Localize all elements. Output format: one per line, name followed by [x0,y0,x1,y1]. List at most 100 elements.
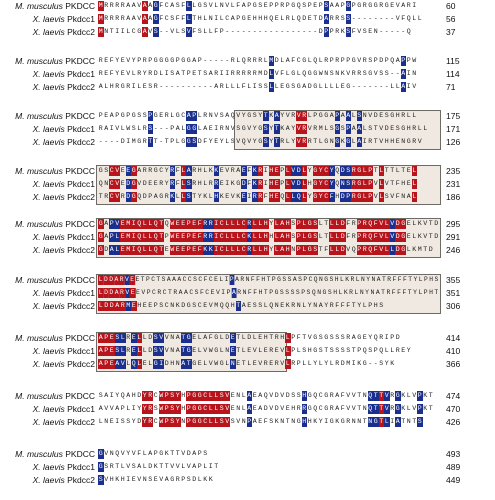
residue: A [175,334,180,341]
residue: A [175,125,180,132]
residue: N [104,28,109,35]
residue: F [280,70,285,77]
residue: N [335,70,340,77]
residue: V [384,180,389,187]
residue: A [142,1,148,11]
residue: P [153,450,158,457]
residue: P [356,245,362,255]
residue: L [384,219,390,229]
residue: A [318,302,323,309]
residue: L [285,138,290,145]
residue: T [313,15,318,22]
residue: A [258,405,263,412]
residue: V [104,405,109,412]
residue: V [280,347,285,354]
residue: C [189,289,194,296]
residue: A [335,2,340,9]
residue: - [164,125,169,132]
residue: I [158,359,164,369]
residue: E [263,347,268,354]
alignment-row: X. laevis Pkdcc2 M N T I I L C G A V S - - V L S V F S L L F P -… [0,26,495,38]
residue: T [158,245,164,255]
residue: Y [307,167,312,174]
residue: T [378,404,384,414]
residue: E [214,276,218,283]
residue: A [279,232,285,242]
residue: P [229,275,235,285]
residue: F [208,334,213,341]
residue: E [120,70,125,77]
residue: F [346,302,351,309]
residue: R [362,245,368,255]
residue: P [170,125,175,132]
residue: L [137,83,142,90]
residue: A [104,233,109,240]
residue: S [203,2,208,9]
residue: R [98,57,103,64]
species-label: X. laevis Pkdcc1 [33,68,95,80]
residue: V [379,125,384,132]
residue: T [168,289,172,296]
species-genus: X. laevis [32,288,65,298]
residue: T [263,289,268,296]
alignment-row: M. musculus PKDCC P E A P G P G S S P G E R L G C A P L R N V S… [0,110,495,122]
residue: E [247,347,252,354]
residue: E [395,138,400,145]
residue: A [235,276,239,283]
residue: G [400,219,406,229]
residue: M [214,302,219,309]
residue: R [296,405,301,412]
residue: - [225,57,230,64]
residue: S [362,28,367,35]
residue: S [263,124,269,134]
residue: T [266,276,271,283]
residue: - [208,57,213,64]
residue: H [197,15,202,22]
residue: L [290,192,296,202]
residue: H [429,289,433,296]
residue: R [98,125,103,132]
residue: P [137,57,142,64]
residue: I [214,15,219,22]
residue: F [324,246,329,253]
residue: C [152,289,156,296]
position-number: 246 [446,245,461,255]
residue: A [172,276,176,283]
residue: L [257,219,263,229]
residue: H [285,232,291,242]
residue: K [285,302,290,309]
residue: S [230,138,235,145]
residue: L [147,219,153,229]
residue: S [161,276,166,283]
residue: Y [318,192,324,202]
residue: A [351,334,356,341]
residue: N [219,2,224,9]
residue: G [307,392,312,399]
species-label: X. laevis Pkdcc1 [33,345,95,357]
residue: F [256,276,260,283]
residue: L [142,334,147,341]
species-genus: X. laevis [32,346,65,356]
residue: P [164,233,169,240]
residue: - [302,28,307,35]
residue: S [252,302,257,309]
residue: - [192,83,197,90]
residue: T [158,232,164,242]
residue: Q [406,15,411,22]
residue: E [180,219,186,229]
residue: N [208,112,213,119]
residue: R [349,289,354,296]
residue: L [296,70,301,77]
residue: I [109,125,114,132]
residue: K [208,476,213,483]
residue: G [373,417,379,427]
residue: G [313,334,318,341]
residue: S [329,125,334,132]
residue: L [412,233,417,240]
residue: D [318,15,323,22]
residue: D [340,192,346,202]
residue: P [164,391,170,401]
